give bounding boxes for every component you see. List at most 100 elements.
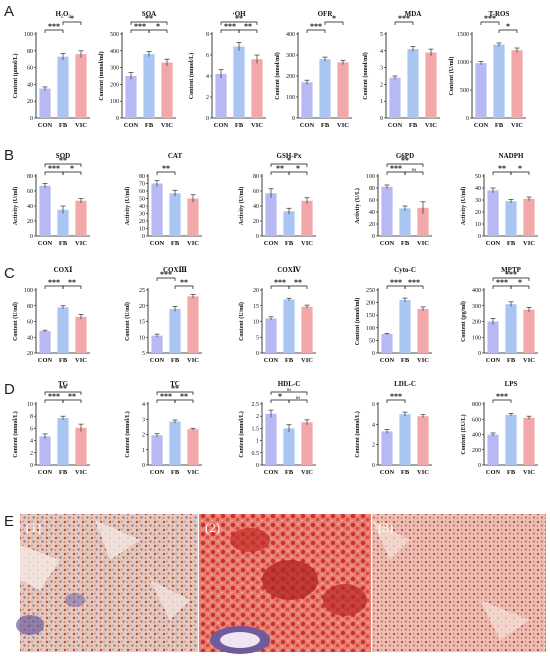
y-tick-label: 150 <box>366 313 375 319</box>
category-label: FB <box>171 240 180 247</box>
bar-con <box>151 183 163 236</box>
y-axis-label: Content (EU/L) <box>460 414 467 454</box>
category-label: CON <box>380 357 395 364</box>
significance-label: *** <box>496 392 508 401</box>
y-tick-label: 0 <box>256 463 259 469</box>
y-tick-label: 0 <box>292 116 295 122</box>
category-label: CON <box>486 240 501 247</box>
y-tick-label: 2.5 <box>252 402 260 408</box>
y-tick-label: 600 <box>472 417 481 423</box>
significance-bracket <box>394 21 414 25</box>
y-tick-label: 0 <box>30 463 33 469</box>
significance-label: ** <box>180 392 188 401</box>
histology-image-3: (3) <box>372 514 546 652</box>
significance-bracket <box>62 399 82 403</box>
y-tick-label: 200 <box>366 301 375 307</box>
category-label: FB <box>507 240 516 247</box>
category-label: CON <box>264 240 279 247</box>
histology-panel: (1) (2) (3) <box>16 514 546 654</box>
significance-bracket <box>288 171 308 175</box>
y-tick-label: 0 <box>380 116 383 122</box>
y-tick-label: 400 <box>472 433 481 439</box>
y-tick-label: 0 <box>372 234 375 240</box>
bar-fb <box>407 49 419 119</box>
y-tick-label: 2 <box>256 414 259 420</box>
significance-bracket <box>498 29 518 33</box>
chart-title: LPS <box>505 380 518 388</box>
histology-image-1: (1) <box>16 514 198 652</box>
significance-label: * <box>70 14 74 23</box>
category-label: VIC <box>417 469 429 476</box>
chart-title: TC <box>170 380 180 388</box>
y-tick-label: 20 <box>27 351 33 357</box>
significance-bracket <box>386 399 406 403</box>
category-label: VIC <box>511 122 523 129</box>
y-tick-label: 15 <box>253 304 259 310</box>
image-label-1: (1) <box>26 520 41 535</box>
y-tick-label: 0 <box>478 234 481 240</box>
bar-con <box>301 82 313 118</box>
significance-label: * <box>296 164 300 173</box>
y-tick-label: 60 <box>27 320 33 326</box>
significance-label: *** <box>48 164 60 173</box>
bar-con <box>381 334 393 353</box>
category-label: VIC <box>417 357 429 364</box>
y-tick-label: 40 <box>27 335 33 341</box>
category-label: CON <box>124 122 139 129</box>
bar-vic <box>425 52 437 119</box>
significance-bracket <box>386 163 424 167</box>
significance-bracket <box>174 285 194 289</box>
chart-title: NADPH <box>499 152 524 160</box>
significance-bracket <box>492 399 512 403</box>
image-label-2: (2) <box>205 520 220 535</box>
chart-a2: SOA 0 100 200 300 400 500 Content (mmol/ml) CON F… <box>98 10 176 129</box>
y-tick-label: 6 <box>372 402 375 408</box>
y-axis-label: Content (μmol/L) <box>12 54 19 99</box>
bar-fb <box>505 414 517 465</box>
image-label-3: (3) <box>378 520 393 535</box>
category-label: CON <box>38 469 53 476</box>
significance-bracket <box>148 29 168 33</box>
bar-fb <box>283 299 295 353</box>
category-label: FB <box>507 469 516 476</box>
bar-fb <box>319 59 331 118</box>
y-tick-label: 0 <box>30 116 33 122</box>
y-tick-label: 3 <box>380 66 383 72</box>
bar-con <box>487 321 499 353</box>
significance-bracket <box>270 391 308 395</box>
y-tick-label: 4 <box>142 402 145 408</box>
panel-letter-e: E <box>4 513 14 530</box>
y-tick-label: 0 <box>256 351 259 357</box>
significance-bracket <box>220 21 258 25</box>
chart-c4: Cyto-C 0 50 100 150 200 250 Content (nmol/ml) CO… <box>354 266 432 364</box>
y-axis-label: Content (nmol/ml) <box>354 298 361 346</box>
category-label: VIC <box>523 240 535 247</box>
y-axis-label: Content (U/ml) <box>124 302 131 341</box>
chart-d5: LPS 0 200 400 600 800 Content (EU/L) CON FB VIC **… <box>460 380 538 476</box>
bar-fb <box>169 193 181 236</box>
significance-label: *** <box>274 278 286 287</box>
y-tick-label: 1 <box>256 439 259 445</box>
category-label: CON <box>486 357 501 364</box>
bar-con <box>151 335 163 353</box>
significance-label: *** <box>496 278 508 287</box>
y-tick-label: 40 <box>27 82 33 88</box>
significance-label: ** <box>235 14 243 23</box>
y-tick-label: 70 <box>139 182 145 188</box>
bar-vic <box>337 62 349 118</box>
significance-label: ** <box>162 164 170 173</box>
bar-vic <box>187 429 199 465</box>
significance-label: ** <box>244 22 252 31</box>
y-tick-label: 10 <box>27 402 33 408</box>
significance-label: ** <box>276 164 284 173</box>
y-tick-label: 50 <box>369 338 375 344</box>
bar-vic <box>187 296 199 353</box>
y-tick-label: 4 <box>372 422 375 428</box>
bar-vic <box>523 309 535 353</box>
significance-label: ns <box>296 396 301 401</box>
bar-fb <box>493 44 505 118</box>
